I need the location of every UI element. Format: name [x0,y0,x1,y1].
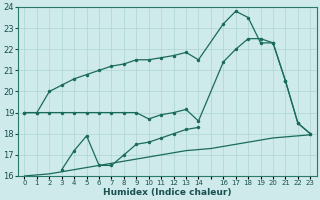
X-axis label: Humidex (Indice chaleur): Humidex (Indice chaleur) [103,188,232,197]
